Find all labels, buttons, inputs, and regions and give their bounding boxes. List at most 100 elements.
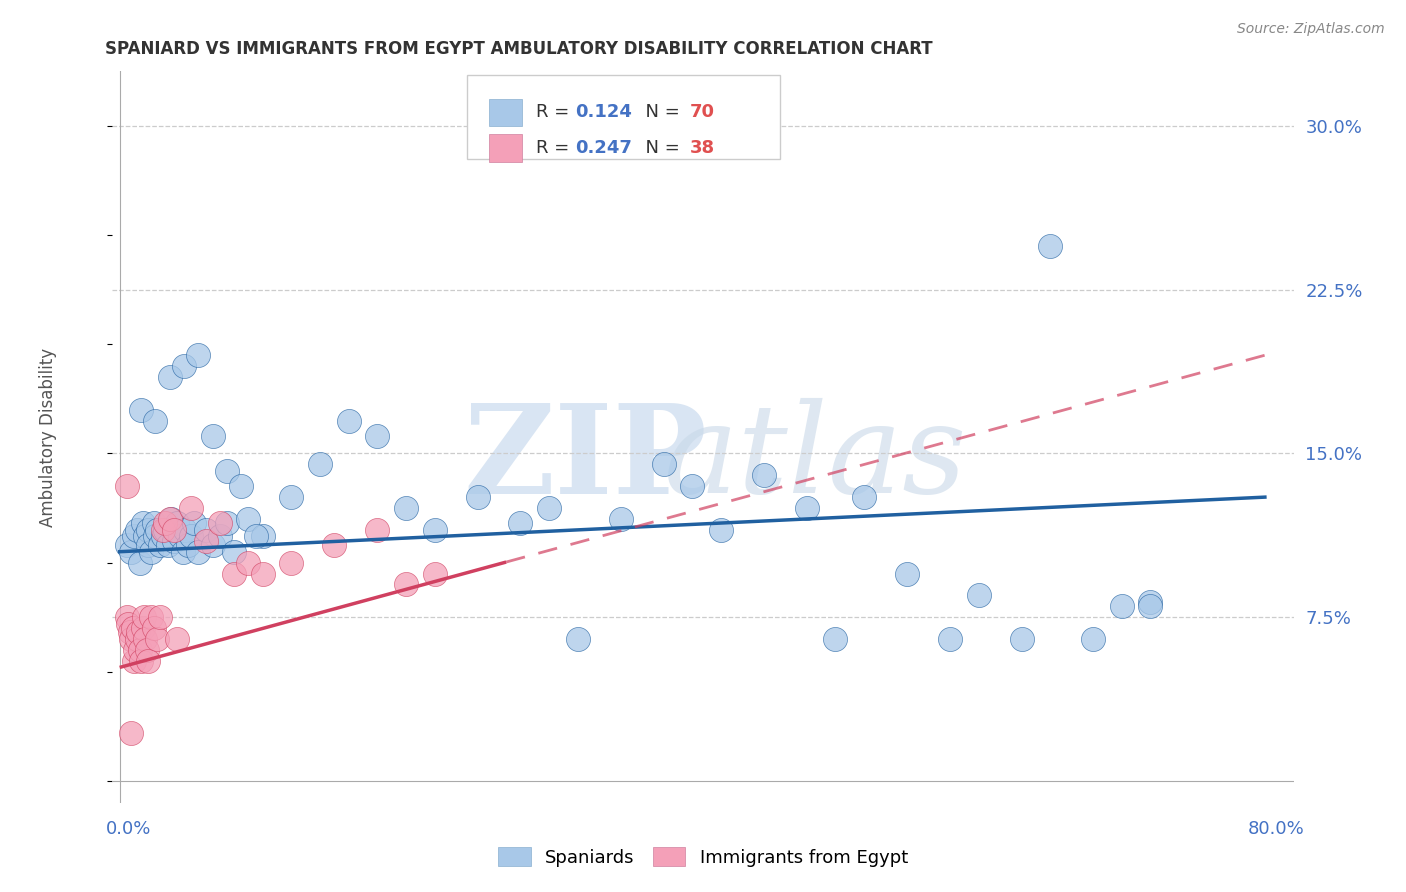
Point <box>967 588 990 602</box>
Text: 0.0%: 0.0% <box>105 820 150 838</box>
Point <box>1111 599 1133 614</box>
Point <box>152 529 174 543</box>
Point <box>201 538 224 552</box>
Point <box>157 538 180 552</box>
Point <box>135 643 157 657</box>
Point <box>231 479 253 493</box>
Point <box>120 726 142 740</box>
Point <box>395 501 418 516</box>
Text: R =: R = <box>537 103 575 121</box>
Point <box>366 429 388 443</box>
Point <box>337 414 360 428</box>
Text: atlas: atlas <box>664 398 967 520</box>
Point <box>201 429 224 443</box>
Point <box>155 523 177 537</box>
Text: 80.0%: 80.0% <box>1249 820 1305 838</box>
Point <box>174 523 197 537</box>
Point <box>509 516 531 531</box>
Point <box>567 632 589 646</box>
Point <box>120 545 142 559</box>
Point <box>245 529 267 543</box>
Point <box>609 512 631 526</box>
Point <box>796 501 818 516</box>
Point <box>187 545 209 559</box>
Point <box>1011 632 1033 646</box>
FancyBboxPatch shape <box>489 99 522 127</box>
Text: N =: N = <box>634 103 686 121</box>
Point <box>395 577 418 591</box>
Point <box>160 512 183 526</box>
Point <box>124 643 146 657</box>
Point <box>152 523 174 537</box>
Text: N =: N = <box>634 139 686 157</box>
Point <box>143 516 166 531</box>
Point <box>423 523 446 537</box>
Point <box>136 538 159 552</box>
Point <box>139 545 162 559</box>
Point <box>280 556 302 570</box>
Point <box>467 490 489 504</box>
Point <box>824 632 846 646</box>
Point <box>194 523 217 537</box>
Point <box>128 643 150 657</box>
Point <box>538 501 561 516</box>
Point <box>131 516 153 531</box>
Point <box>145 529 167 543</box>
Text: 38: 38 <box>690 139 716 157</box>
Point <box>1139 599 1161 614</box>
Point <box>134 529 156 543</box>
Point <box>149 610 172 624</box>
Point <box>323 538 346 552</box>
Point <box>238 556 260 570</box>
Point <box>122 654 145 668</box>
Point <box>115 479 138 493</box>
Point <box>166 632 188 646</box>
Point <box>681 479 703 493</box>
Point <box>155 516 177 531</box>
Point <box>143 621 166 635</box>
Point <box>238 512 260 526</box>
Point <box>896 566 918 581</box>
Text: Source: ZipAtlas.com: Source: ZipAtlas.com <box>1237 22 1385 37</box>
Point <box>183 516 205 531</box>
Point <box>125 632 148 646</box>
Point <box>172 545 194 559</box>
Point <box>187 348 209 362</box>
Point <box>163 533 186 548</box>
Text: ZIP: ZIP <box>463 399 707 519</box>
Point <box>710 523 733 537</box>
Point <box>652 458 675 472</box>
Point <box>180 501 202 516</box>
Point <box>122 529 145 543</box>
Point <box>280 490 302 504</box>
Point <box>853 490 876 504</box>
Point <box>120 632 142 646</box>
Point <box>252 566 274 581</box>
Point <box>136 523 159 537</box>
Point <box>208 516 231 531</box>
Point <box>128 556 150 570</box>
Text: 0.124: 0.124 <box>575 103 633 121</box>
Point <box>139 610 162 624</box>
Point <box>127 625 149 640</box>
Point <box>215 516 238 531</box>
Point <box>309 458 332 472</box>
Point <box>136 654 159 668</box>
Point <box>166 516 188 531</box>
Legend: Spaniards, Immigrants from Egypt: Spaniards, Immigrants from Egypt <box>491 840 915 874</box>
Point <box>1139 595 1161 609</box>
FancyBboxPatch shape <box>467 75 780 159</box>
Point <box>194 533 217 548</box>
Point <box>115 538 138 552</box>
Point <box>132 610 155 624</box>
Point <box>423 566 446 581</box>
Point <box>131 621 153 635</box>
Point <box>146 632 169 646</box>
Point <box>163 523 186 537</box>
Point <box>146 523 169 537</box>
Point <box>134 632 156 646</box>
Point <box>215 464 238 478</box>
Point <box>115 610 138 624</box>
FancyBboxPatch shape <box>489 134 522 161</box>
Point <box>125 523 148 537</box>
